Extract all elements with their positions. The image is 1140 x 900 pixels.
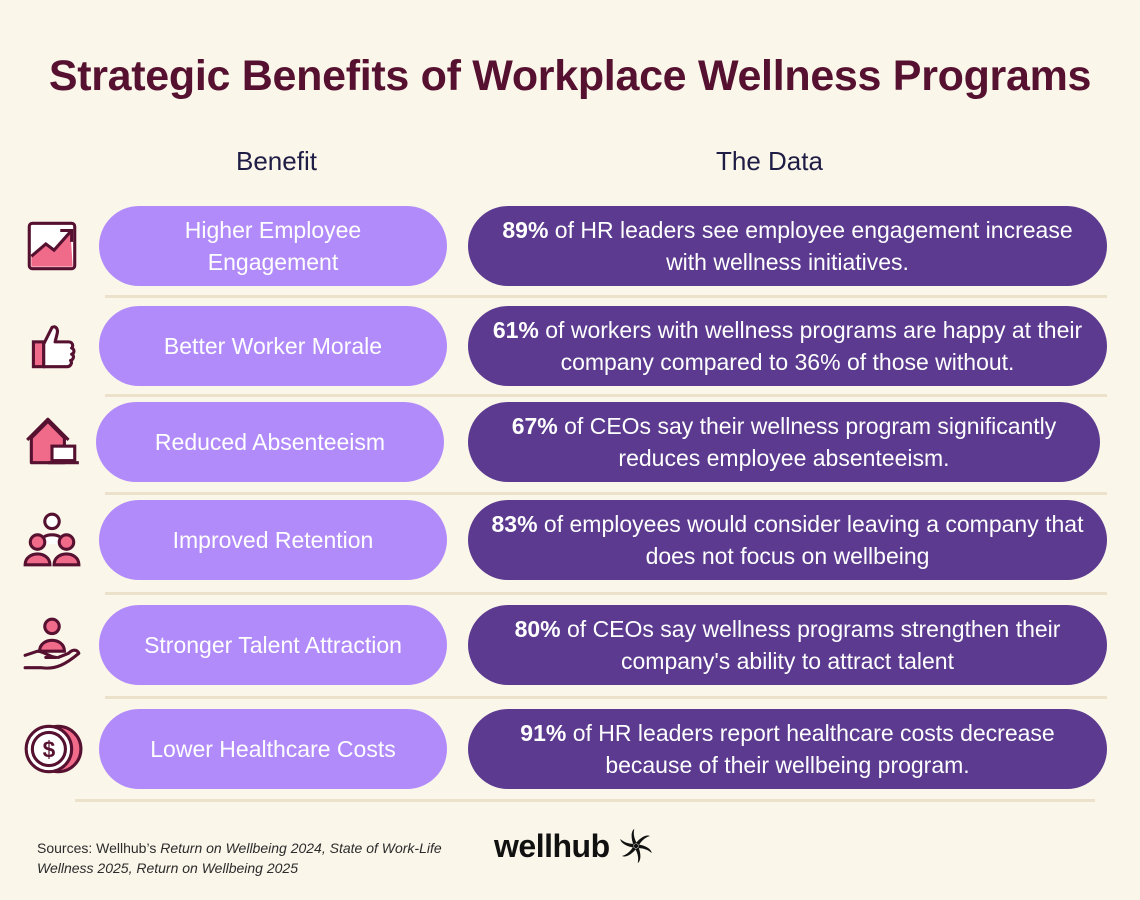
benefit-label: Better Worker Morale: [99, 306, 447, 386]
benefit-row: Improved Retention 83% of employees woul…: [0, 500, 1140, 580]
stat-text: of employees would consider leaving a co…: [537, 511, 1084, 569]
row-divider: [105, 295, 1107, 298]
column-header-data: The Data: [716, 146, 823, 176]
sources-prefix: Sources: Wellhub’s: [37, 840, 161, 856]
stat-value: 91%: [520, 720, 567, 746]
wellhub-logo: wellhub: [494, 826, 656, 866]
row-divider: [105, 592, 1107, 595]
benefit-label: Improved Retention: [99, 500, 447, 580]
data-statement: 80% of CEOs say wellness programs streng…: [468, 605, 1107, 685]
sources-titles: Return on Wellbeing 2024, State of Work-…: [37, 840, 442, 876]
stat-text: of HR leaders report healthcare costs de…: [566, 720, 1055, 778]
thumbs-up-icon: [18, 314, 86, 378]
benefit-row: Higher Employee Engagement 89% of HR lea…: [0, 206, 1140, 286]
column-header-benefit: Benefit: [236, 146, 317, 176]
benefit-row: $ Lower Healthcare Costs 91% of HR leade…: [0, 709, 1140, 789]
benefit-label: Stronger Talent Attraction: [99, 605, 447, 685]
benefit-row: Better Worker Morale 61% of workers with…: [0, 306, 1140, 386]
stat-text: of CEOs say wellness programs strengthen…: [560, 616, 1061, 674]
stat-value: 89%: [502, 217, 549, 243]
benefit-label: Higher Employee Engagement: [99, 206, 447, 286]
data-statement: 67% of CEOs say their wellness program s…: [468, 402, 1100, 482]
home-laptop-icon: [18, 410, 86, 474]
row-divider: [105, 696, 1107, 699]
stat-value: 67%: [511, 413, 558, 439]
row-divider: [105, 394, 1107, 397]
benefit-label: Reduced Absenteeism: [96, 402, 444, 482]
data-statement: 83% of employees would consider leaving …: [468, 500, 1107, 580]
data-statement: 61% of workers with wellness programs ar…: [468, 306, 1107, 386]
benefit-label: Lower Healthcare Costs: [99, 709, 447, 789]
wellhub-swirl-logo-icon: [619, 828, 652, 864]
benefit-row: Reduced Absenteeism 67% of CEOs say thei…: [0, 402, 1140, 482]
data-statement: 89% of HR leaders see employee engagemen…: [468, 206, 1107, 286]
svg-text:$: $: [43, 736, 56, 762]
logo-text: wellhub: [494, 827, 610, 864]
benefit-row: Stronger Talent Attraction 80% of CEOs s…: [0, 605, 1140, 685]
bottom-divider: [75, 799, 1095, 802]
trending-up-chart-icon: [18, 214, 86, 278]
stat-value: 80%: [514, 616, 561, 642]
page-title: Strategic Benefits of Workplace Wellness…: [48, 52, 1092, 100]
hand-holding-person-icon: [18, 613, 86, 677]
stat-text: of workers with wellness programs are ha…: [538, 317, 1083, 375]
stat-text: of CEOs say their wellness program signi…: [557, 413, 1057, 471]
stat-value: 61%: [492, 317, 539, 343]
dollar-coin-icon: $: [18, 717, 86, 781]
sources-footnote: Sources: Wellhub’s Return on Wellbeing 2…: [37, 838, 457, 878]
people-group-icon: [18, 508, 86, 572]
stat-value: 83%: [491, 511, 538, 537]
stat-text: of HR leaders see employee engagement in…: [548, 217, 1073, 275]
data-statement: 91% of HR leaders report healthcare cost…: [468, 709, 1107, 789]
row-divider: [105, 492, 1107, 495]
